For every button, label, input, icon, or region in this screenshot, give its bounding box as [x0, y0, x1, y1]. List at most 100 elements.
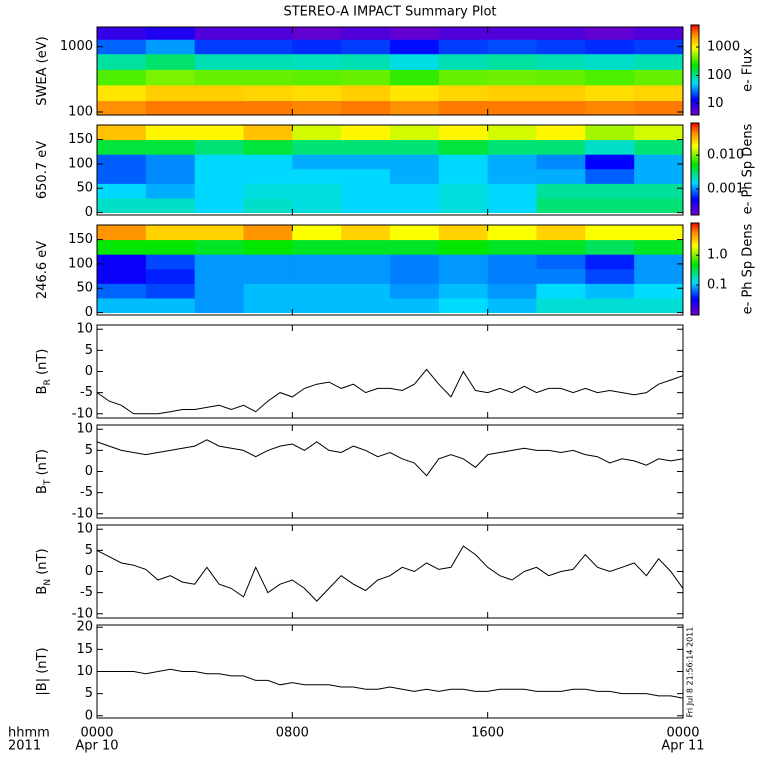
heatmap-cell: [194, 297, 244, 314]
heatmap-cell: [536, 268, 586, 284]
heatmap-cell: [145, 239, 196, 255]
y-axis-label-part: (nT): [35, 349, 50, 379]
x-axis-label: hhmm: [8, 726, 50, 741]
heatmap-cell: [634, 84, 684, 102]
colorbar-tick-label: 1.0: [707, 248, 728, 263]
heatmap-cell: [536, 154, 586, 170]
heatmap-cell: [145, 27, 196, 40]
plot-title: STEREO-A IMPACT Summary Plot: [283, 5, 496, 20]
heatmap-cell: [194, 154, 244, 170]
heatmap-cell: [634, 197, 684, 214]
heatmap-cell: [194, 168, 244, 184]
heatmap-cell: [97, 239, 147, 255]
heatmap-cell: [292, 197, 342, 214]
heatmap-cell: [585, 139, 635, 155]
heatmap-cell: [341, 39, 391, 55]
heatmap-cell: [536, 225, 586, 241]
y-tick-label: -5: [80, 385, 93, 400]
heatmap-cell: [97, 100, 147, 116]
heatmap-cell: [341, 268, 391, 284]
heatmap-cell: [438, 283, 489, 299]
heatmap-cell: [243, 254, 293, 270]
heatmap-cell: [487, 254, 537, 270]
y-axis-label-part: (nT): [35, 548, 50, 578]
heatmap-cell: [438, 53, 489, 70]
y-tick-label: -10: [72, 406, 93, 421]
heatmap-cell: [194, 254, 244, 270]
y-axis-label: |B| (nT): [35, 647, 50, 695]
x-tick-label: 0000: [80, 726, 113, 741]
y-axis-label-part: B: [35, 586, 50, 595]
heatmap-cell: [438, 239, 489, 255]
heatmap-cell: [145, 84, 196, 102]
heatmap-cell: [390, 84, 440, 102]
heatmap-cell: [536, 139, 586, 155]
heatmap-cell: [292, 154, 342, 170]
heatmap-cell: [341, 69, 391, 86]
y-axis-label: 246.6 eV: [35, 241, 50, 299]
heatmap-cell: [390, 283, 440, 299]
heatmap-cell: [634, 268, 684, 284]
heatmap-cell: [536, 27, 586, 40]
y-axis-label-part: T: [43, 479, 53, 486]
heatmap-cell: [585, 283, 635, 299]
heatmap-cell: [487, 39, 537, 55]
y-axis-label-part: N: [43, 579, 53, 586]
y-axis-label: SWEA (eV): [35, 36, 50, 105]
heatmap-cell: [145, 154, 196, 170]
panel-frame: [96, 524, 684, 619]
y-axis-label: BR (nT): [35, 349, 53, 395]
y-tick-label: 0: [85, 464, 93, 479]
heatmap-cell: [97, 27, 147, 40]
y-tick-label: 100: [68, 156, 93, 171]
y-tick-label: 100: [68, 256, 93, 271]
heatmap-cell: [487, 183, 537, 199]
y-axis-label-part: R: [43, 379, 53, 385]
heatmap-cell: [243, 27, 293, 40]
heatmap-cell: [585, 239, 635, 255]
heatmap-cell: [438, 39, 489, 55]
data-line: [97, 668, 684, 699]
heatmap-cell: [243, 39, 293, 55]
heatmap-cell: [97, 183, 147, 199]
heatmap-cell: [634, 39, 684, 55]
heatmap-cell: [243, 297, 293, 314]
y-tick-label: -5: [80, 485, 93, 500]
heatmap-cell: [292, 27, 342, 40]
heatmap-cell: [341, 100, 391, 116]
heatmap-cell: [487, 27, 537, 40]
heatmap-cell: [634, 100, 684, 116]
colorbar-tick-label: 1000: [707, 40, 740, 55]
y-axis-label-part: |B| (nT): [35, 647, 50, 695]
heatmap-cell: [243, 154, 293, 170]
heatmap-cell: [536, 297, 586, 314]
heatmap-cell: [243, 125, 293, 141]
heatmap-cell: [341, 239, 391, 255]
heatmap-cell: [585, 254, 635, 270]
heatmap-cell: [438, 27, 489, 40]
heatmap-cell: [390, 39, 440, 55]
heatmap-cell: [292, 100, 342, 116]
heatmap-cell: [487, 225, 537, 241]
heatmap-cell: [536, 254, 586, 270]
heatmap-cell: [390, 268, 440, 284]
heatmap-cell: [585, 84, 635, 102]
heatmap-cell: [390, 100, 440, 116]
heatmap-cell: [145, 197, 196, 214]
heatmap-cell: [487, 125, 537, 141]
heatmap-cell: [585, 183, 635, 199]
y-tick-label: 0: [85, 205, 93, 220]
heatmap-cell: [194, 183, 244, 199]
timestamp: Fri Jul 8 21:56:14 2011: [686, 627, 695, 718]
heatmap-cell: [390, 27, 440, 40]
heatmap-cell: [438, 69, 489, 86]
heatmap-cell: [390, 197, 440, 214]
heatmap-cell: [487, 69, 537, 86]
heatmap-cell: [585, 297, 635, 314]
heatmap-cell: [585, 27, 635, 40]
heatmap-cell: [145, 53, 196, 70]
y-axis-label-part: B: [35, 385, 50, 394]
heatmap-cell: [536, 84, 586, 102]
heatmap-cell: [292, 225, 342, 241]
heatmap-cell: [536, 239, 586, 255]
